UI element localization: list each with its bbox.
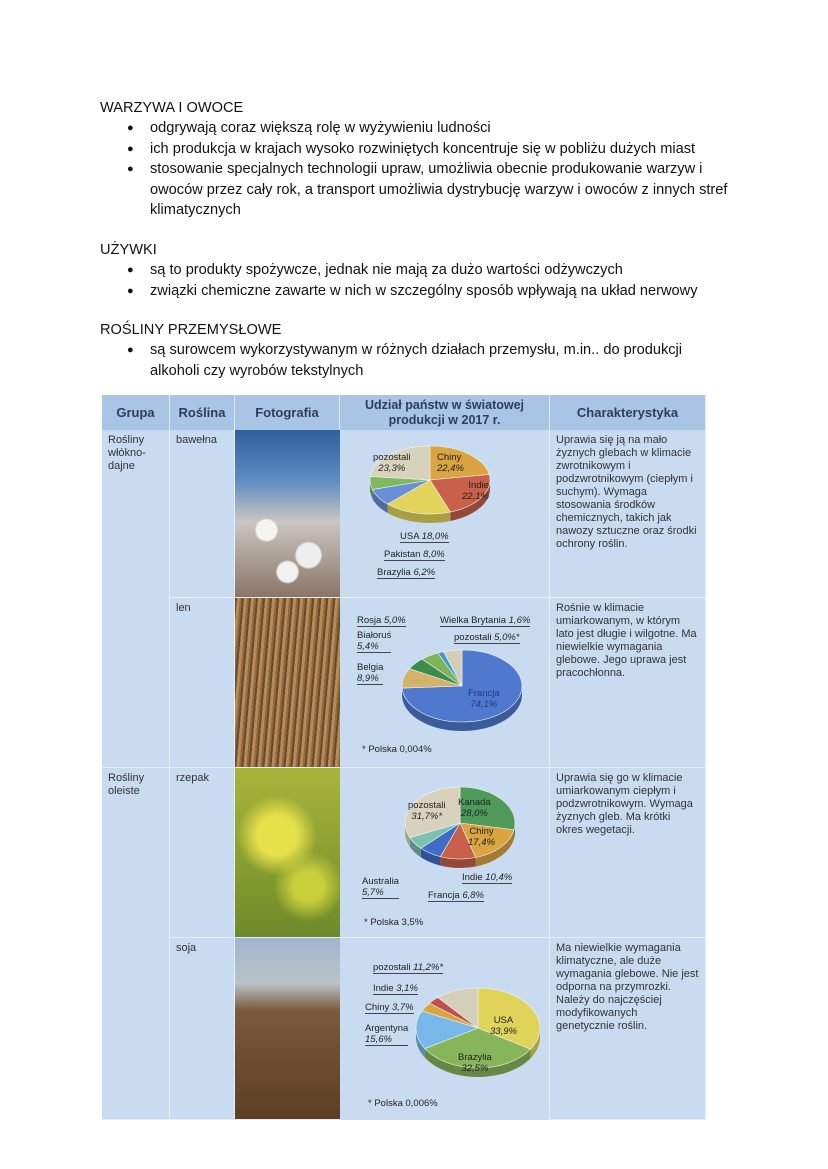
slice-label: pozostali 31,7%* bbox=[408, 800, 446, 822]
slice-label: Brazylia 6,2% bbox=[377, 567, 436, 579]
slice-label: Chiny 3,7% bbox=[365, 1002, 414, 1014]
pie-chart-soy: pozostali 11,2%* Indie 3,1% Chiny 3,7% A… bbox=[340, 938, 550, 1120]
section-uzywki: UŻYWKI są to produkty spożywcze, jednak … bbox=[100, 240, 698, 302]
header-grupa: Grupa bbox=[102, 395, 170, 430]
slice-label: Brazylia 32,5% bbox=[458, 1052, 492, 1074]
pie-slice-side bbox=[405, 823, 410, 847]
plant-name: bawełna bbox=[170, 430, 235, 598]
section-heading: ROŚLINY PRZEMYSŁOWE bbox=[100, 322, 282, 338]
characteristic-text: Uprawia się go w klimacie umiarkowanym c… bbox=[550, 768, 706, 938]
pie-slice-chiny bbox=[459, 822, 515, 858]
cotton-photo bbox=[235, 430, 340, 598]
characteristic-text: Rośnie w klimacie umiarkowanym, w którym… bbox=[550, 598, 706, 768]
pie-slice-brazylia bbox=[424, 1027, 532, 1069]
header-charakterystyka: Charakterystyka bbox=[550, 395, 706, 430]
pie-chart-flax: Rosja 5,0% Wielka Brytania 1,6% Białoruś… bbox=[340, 598, 550, 768]
slice-label: Australia 5,7% bbox=[362, 876, 399, 899]
bullet-item: ich produkcja w krajach wysoko rozwinięt… bbox=[127, 139, 747, 160]
pie-slice-side bbox=[409, 837, 421, 858]
slice-label: Rosja 5,0% bbox=[357, 615, 406, 627]
section-heading: WARZYWA I OWOCE bbox=[100, 100, 244, 116]
pie-slice-kanada bbox=[459, 786, 516, 831]
pie-slice-side bbox=[530, 1028, 540, 1059]
pie-slice-usa bbox=[477, 987, 541, 1050]
pie-slice-side bbox=[402, 686, 522, 732]
slice-label: Chiny 22,4% bbox=[437, 452, 464, 474]
group-label: Rośliny oleiste bbox=[108, 772, 145, 797]
section-heading: UŻYWKI bbox=[100, 242, 157, 258]
pie-chart-svg bbox=[369, 445, 491, 523]
slice-label: Indie 10,4% bbox=[462, 872, 513, 884]
pie-slice-chiny bbox=[429, 445, 490, 481]
header-roslina: Roślina bbox=[170, 395, 235, 430]
bullet-item: stosowanie specjalnych technologii upraw… bbox=[127, 159, 747, 220]
pie-slice-pozostali bbox=[437, 987, 479, 1029]
chart-footnote: * Polska 3,5% bbox=[364, 917, 424, 928]
plant-name: soja bbox=[170, 938, 235, 1120]
section-rosliny-przemyslowe: ROŚLINY PRZEMYSŁOWE są surowcem wykorzys… bbox=[100, 320, 727, 381]
plant-name: len bbox=[170, 598, 235, 768]
slice-label: Francja 6,8% bbox=[428, 890, 484, 902]
pie-chart-svg bbox=[404, 786, 516, 868]
chart-footnote: * Polska 0,004% bbox=[362, 744, 432, 755]
pie-chart-rapeseed: pozostali 31,7%* Kanada 28,0% Chiny 17,4% I… bbox=[340, 768, 550, 938]
slice-label: Belgia 8,9% bbox=[357, 662, 384, 685]
pie-slice-side bbox=[420, 848, 441, 866]
slice-label: USA 18,0% bbox=[400, 531, 449, 543]
pie-slice-side bbox=[370, 480, 373, 499]
pie-chart-svg bbox=[401, 649, 523, 732]
plant-name: rzepak bbox=[170, 768, 235, 938]
pie-slice-argentyna bbox=[415, 1010, 479, 1049]
pie-slice-side bbox=[440, 856, 476, 868]
characteristic-text: Uprawia się ją na mało żyznych glebach w… bbox=[550, 430, 706, 598]
slice-label: pozostali 5,0%* bbox=[454, 632, 520, 644]
chart-footnote: * Polska 0,006% bbox=[368, 1098, 438, 1109]
slice-label: Pakistan 8,0% bbox=[384, 549, 445, 561]
pie-slice-indie bbox=[429, 474, 491, 513]
characteristic-text: Ma niewielkie wymagania klimatyczne, ale… bbox=[550, 938, 706, 1120]
pie-slice-side bbox=[424, 1048, 531, 1077]
pie-slice-pozostali bbox=[369, 445, 431, 481]
pie-slice-pozostali bbox=[443, 649, 463, 687]
header-udzial: Udział państw w światowej produkcji w 20… bbox=[340, 395, 550, 430]
soy-photo bbox=[235, 938, 340, 1120]
rapeseed-photo bbox=[235, 768, 340, 938]
slice-label: Indie 3,1% bbox=[373, 983, 418, 995]
bullet-item: są surowcem wykorzystywanym w różnych dz… bbox=[127, 340, 727, 381]
flax-photo bbox=[235, 598, 340, 768]
slice-label: Białoruś 5,4% bbox=[357, 630, 392, 653]
pie-slice-usa bbox=[386, 479, 451, 515]
bullet-item: odgrywają coraz większą rolę w wyżywieni… bbox=[127, 118, 747, 139]
pie-slice-side bbox=[416, 1028, 425, 1058]
pie-chart-cotton: pozostali 23,3% Chiny 22,4% Indie 22,1% USA… bbox=[340, 430, 550, 598]
group-cell: Rośliny oleiste bbox=[102, 768, 170, 1120]
section-warzywa: WARZYWA I OWOCE odgrywają coraz większą … bbox=[100, 98, 747, 220]
slice-label: Wielka Brytania 1,6% bbox=[440, 615, 531, 627]
slice-label: Francja 74,1% bbox=[468, 688, 500, 710]
plants-table: Grupa Roślina Fotografia Udział państw w… bbox=[102, 395, 706, 1120]
slice-label: Argentyna 15,6% bbox=[365, 1023, 409, 1046]
slice-label: Chiny 17,4% bbox=[468, 826, 495, 848]
slice-label: Kanada 28,0% bbox=[458, 797, 491, 819]
slice-label: pozostali 11,2%* bbox=[373, 962, 444, 974]
pie-slice-side bbox=[475, 829, 515, 867]
pie-slice-pozostali bbox=[404, 786, 461, 839]
bullet-item: są to produkty spożywcze, jednak nie maj… bbox=[127, 260, 698, 281]
slice-label: Indie 22,1% bbox=[462, 480, 489, 502]
header-fotografia: Fotografia bbox=[235, 395, 340, 430]
slice-label: pozostali 23,3% bbox=[373, 452, 411, 474]
bullet-item: związki chemiczne zawarte w nich w szcze… bbox=[127, 281, 698, 302]
pie-chart-svg bbox=[415, 987, 541, 1077]
pie-slice-side bbox=[450, 480, 490, 521]
slice-label: USA 33,9% bbox=[490, 1015, 517, 1037]
group-label: Rośliny włókno-dajne bbox=[108, 434, 146, 472]
group-cell: Rośliny włókno-dajne bbox=[102, 430, 170, 768]
